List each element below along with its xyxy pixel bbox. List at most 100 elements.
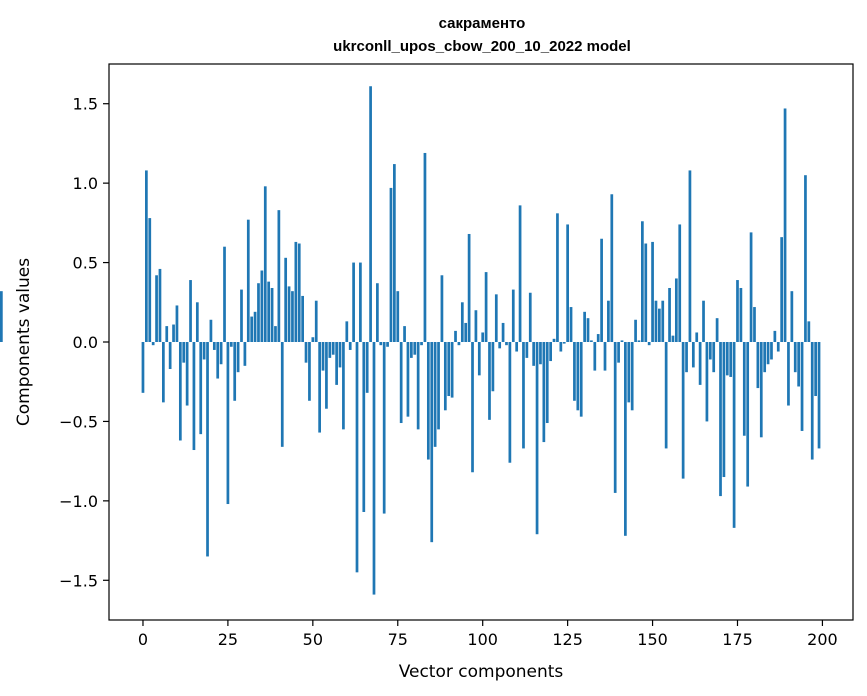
y-axis-ticks: −1.5 −1.0 −0.5 0.0 0.5 1.0 1.5 — [59, 95, 109, 590]
bar-24 — [223, 246, 226, 342]
bar-33 — [253, 311, 257, 342]
bar-3 — [151, 342, 155, 346]
bar-13 — [185, 342, 189, 406]
bar-186 — [773, 330, 777, 342]
bar-27 — [233, 342, 237, 401]
bar-68 — [372, 342, 376, 595]
bar-187 — [776, 342, 780, 352]
bar-87 — [437, 342, 440, 430]
bar-144 — [630, 342, 634, 411]
bar-152 — [658, 308, 661, 342]
bar-117 — [539, 342, 542, 365]
bar-78 — [406, 342, 410, 417]
bar-97 — [471, 342, 474, 473]
bar-86 — [433, 342, 437, 447]
bar-149 — [647, 342, 651, 346]
bar-134 — [596, 334, 600, 342]
chart-title: сакраменто — [439, 15, 526, 32]
bar-194 — [800, 342, 804, 431]
bar-14 — [189, 280, 192, 342]
x-tick-label: 125 — [552, 630, 583, 649]
bar-88 — [440, 275, 444, 342]
bar-169 — [715, 318, 719, 342]
bar-65 — [362, 342, 366, 512]
bar-183 — [763, 342, 767, 373]
bar-173 — [729, 342, 733, 377]
bar-98 — [474, 310, 478, 342]
bar-0 — [141, 342, 145, 393]
bar-146 — [637, 340, 641, 342]
bar-136 — [603, 342, 607, 371]
y-tick-label: 0.0 — [73, 333, 98, 352]
bar-1 — [145, 170, 148, 342]
bar-32 — [250, 316, 254, 342]
bar-104 — [494, 294, 498, 342]
bar-135 — [600, 238, 603, 342]
bar-46 — [297, 243, 301, 342]
bar-197 — [810, 342, 814, 460]
bar-91 — [450, 342, 454, 398]
bar-43 — [287, 286, 291, 342]
bar-99 — [477, 342, 481, 376]
bar-89 — [443, 342, 447, 411]
bar-141 — [620, 340, 624, 342]
bar-85 — [430, 342, 434, 543]
bar-75 — [396, 291, 400, 342]
bar-166 — [705, 342, 709, 422]
y-tick-label: −0.5 — [59, 412, 98, 431]
bar-200 — [0, 291, 3, 342]
x-axis-label: Vector components — [399, 662, 564, 682]
bar-199 — [817, 342, 821, 449]
bar-195 — [804, 175, 807, 342]
bar-143 — [627, 342, 631, 403]
bar-83 — [423, 152, 427, 342]
bar-54 — [325, 342, 328, 409]
bar-45 — [294, 241, 298, 342]
bar-94 — [460, 302, 464, 342]
bar-29 — [240, 289, 243, 342]
bar-37 — [267, 281, 271, 342]
y-tick-label: 1.5 — [73, 95, 98, 114]
bar-167 — [708, 342, 712, 360]
bar-82 — [420, 342, 423, 346]
x-tick-label: 50 — [303, 630, 323, 649]
bar-60 — [345, 321, 349, 342]
bar-80 — [413, 342, 417, 355]
bar-19 — [206, 342, 209, 557]
bar-69 — [376, 283, 379, 342]
bar-189 — [783, 108, 787, 342]
bar-84 — [426, 342, 430, 460]
bar-131 — [586, 318, 590, 342]
bar-126 — [569, 307, 573, 342]
bar-174 — [732, 342, 736, 528]
bar-140 — [617, 342, 620, 363]
bar-31 — [246, 219, 250, 342]
bar-52 — [318, 342, 321, 433]
bar-171 — [722, 342, 726, 478]
bar-188 — [780, 237, 784, 342]
bar-61 — [348, 342, 352, 350]
bar-121 — [552, 338, 556, 342]
bar-158 — [678, 224, 682, 342]
y-axis-label: Components values — [14, 258, 34, 426]
bar-182 — [759, 342, 763, 438]
chart-subtitle: ukrconll_upos_cbow_200_10_2022 model — [333, 38, 631, 55]
bar-66 — [365, 342, 369, 393]
x-tick-label: 175 — [722, 630, 753, 649]
bar-113 — [525, 342, 529, 358]
bar-122 — [556, 213, 559, 342]
bar-139 — [613, 342, 617, 493]
bar-159 — [681, 342, 685, 479]
bar-161 — [688, 170, 692, 342]
bar-70 — [379, 342, 383, 346]
bar-120 — [549, 342, 552, 362]
bar-28 — [236, 342, 240, 373]
bar-55 — [328, 342, 332, 358]
bar-148 — [644, 243, 648, 342]
x-tick-label: 150 — [637, 630, 668, 649]
bar-124 — [562, 342, 566, 344]
bars — [0, 86, 821, 595]
bar-74 — [393, 164, 396, 342]
bar-156 — [671, 335, 675, 342]
y-tick-label: 0.5 — [73, 254, 98, 273]
